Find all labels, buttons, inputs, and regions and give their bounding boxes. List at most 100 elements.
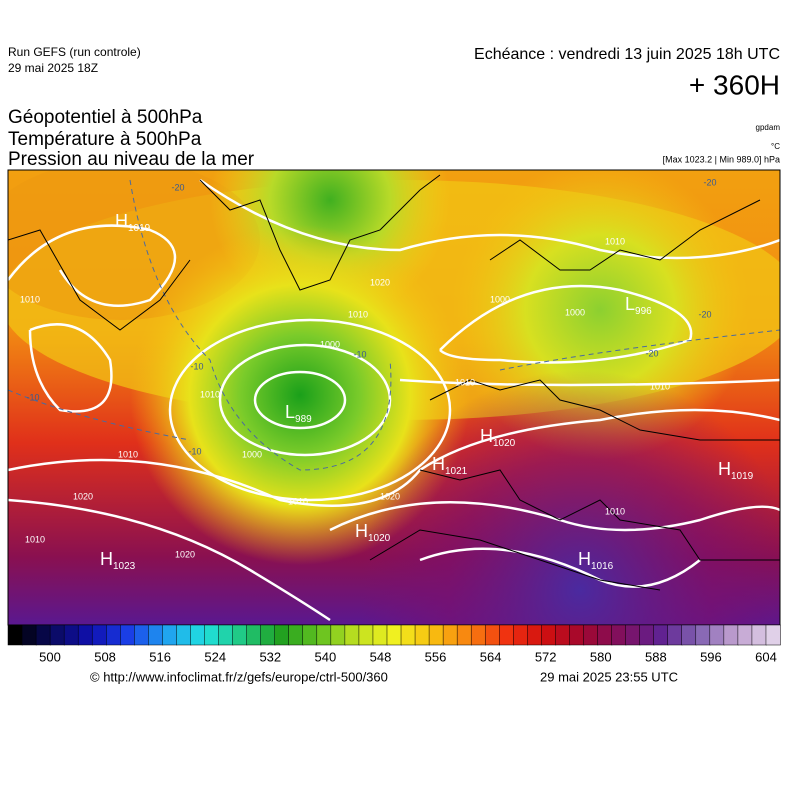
colorbar-swatch: [316, 624, 332, 646]
pressure-center: H1023: [100, 549, 136, 572]
colorbar-swatch: [21, 624, 37, 646]
pressure-center: H1019: [718, 459, 754, 482]
colorbar-swatch: [667, 624, 683, 646]
colorbar-swatch: [246, 624, 262, 646]
run-date: 29 mai 2025 18Z: [8, 61, 98, 75]
center-kind: L: [285, 402, 295, 422]
colorbar-swatch: [7, 624, 23, 646]
colorbar-swatch: [625, 624, 641, 646]
issued: 29 mai 2025 23:55 UTC: [540, 669, 678, 684]
center-value: 1020: [368, 533, 391, 544]
colorbar-swatch: [274, 624, 290, 646]
colorbar-tick-label: 580: [590, 649, 612, 664]
colorbar-swatch: [204, 624, 220, 646]
colorbar-swatch: [288, 624, 304, 646]
unit: gpdam: [756, 123, 781, 132]
pressure-center: H1020: [480, 426, 516, 449]
colorbar-swatch: [569, 624, 585, 646]
map-field: [8, 170, 780, 625]
colorbar-swatch: [541, 624, 557, 646]
colorbar-swatch: [162, 624, 178, 646]
isobar-label: 1000: [565, 307, 585, 317]
colorbar-swatch: [583, 624, 599, 646]
colorbar-swatch: [470, 624, 486, 646]
colorbar-swatch: [737, 624, 753, 646]
center-value: 996: [635, 306, 652, 317]
colorbar-swatch: [344, 624, 360, 646]
center-value: 1021: [445, 466, 468, 477]
colorbar-swatch: [330, 624, 346, 646]
colorbar-swatch: [484, 624, 501, 646]
forecast: Echéance : vendredi 13 juin 2025 18h UTC: [474, 46, 780, 63]
colorbar-swatch: [218, 624, 234, 646]
center-kind: H: [578, 549, 591, 569]
center-value: 1023: [113, 561, 136, 572]
colorbar-swatch: [400, 624, 416, 646]
isobar-label: 1020: [73, 491, 93, 501]
isotherm-label: -20: [698, 309, 711, 319]
colorbar-swatch: [35, 624, 51, 646]
isobar-label: 1010: [25, 534, 45, 544]
colorbar-swatch: [106, 624, 122, 646]
colorbar-swatch: [639, 624, 655, 646]
colorbar-tick-label: 500: [39, 649, 61, 664]
unit: °C: [771, 142, 780, 151]
lead: + 360H: [689, 69, 780, 100]
pressure-center: L996: [625, 294, 652, 317]
isobar-label: 1000: [490, 294, 510, 304]
isobar-label: 1010: [348, 309, 368, 319]
colorbar-swatch: [386, 624, 402, 646]
colorbar-swatch: [134, 624, 150, 646]
center-value: 989: [295, 414, 312, 425]
title: Géopotentiel à 500hPa: [8, 107, 203, 128]
pressure-center: H1021: [432, 454, 468, 477]
colorbar-swatch: [695, 624, 711, 646]
colorbar-tick-label: 508: [94, 649, 116, 664]
isobar-label: 1020: [175, 549, 195, 559]
isobar-label: 1000: [242, 449, 262, 459]
isobar-label: 1010: [650, 381, 670, 391]
center-kind: H: [100, 549, 113, 569]
colorbar-swatch: [91, 624, 108, 646]
center-kind: H: [480, 426, 493, 446]
center-kind: H: [718, 459, 731, 479]
pressure-center: L989: [285, 402, 312, 425]
colorbar-swatch: [120, 624, 136, 646]
colorbar-swatch: [302, 624, 318, 646]
colorbar-swatch: [555, 624, 571, 646]
pressure-center: H1020: [355, 521, 391, 544]
center-kind: H: [355, 521, 368, 541]
colorbar-swatch: [190, 624, 206, 646]
pressure-center: H1016: [578, 549, 614, 572]
colorbar-swatch: [681, 624, 697, 646]
colorbar-tick-label: 524: [204, 649, 226, 664]
colorbar-swatch: [765, 624, 781, 646]
colorbar-swatch: [723, 624, 739, 646]
isobar-label: 1010: [455, 377, 475, 387]
colorbar-swatch: [611, 624, 627, 646]
colorbar-swatch: [260, 624, 276, 646]
colorbar-swatch: [428, 624, 444, 646]
isobar-label: 1020: [370, 277, 390, 287]
colorbar-tick-label: 548: [370, 649, 392, 664]
isotherm-label: -10: [26, 392, 39, 402]
colorbar-swatch: [49, 624, 65, 646]
isotherm-label: -20: [703, 177, 716, 187]
isobar-label: 1010: [200, 389, 220, 399]
isotherm-label: -10: [190, 361, 203, 371]
colorbar-tick-label: 516: [149, 649, 171, 664]
colorbar-swatch: [148, 624, 164, 646]
colorbar-tick-label: 540: [315, 649, 337, 664]
isobar-label: 1010: [118, 449, 138, 459]
pressure-center: H1019: [115, 211, 151, 234]
colorbar-swatch: [232, 624, 248, 646]
title: Température à 500hPa: [8, 129, 202, 150]
colorbar-tick-label: 604: [755, 649, 777, 664]
center-kind: H: [115, 211, 128, 231]
unit: [Max 1023.2 | Min 989.0] hPa: [663, 154, 780, 164]
colorbar-tick-label: 588: [645, 649, 667, 664]
colorbar-swatch: [456, 624, 472, 646]
colorbar-swatch: [372, 624, 388, 646]
center-kind: L: [625, 294, 635, 314]
